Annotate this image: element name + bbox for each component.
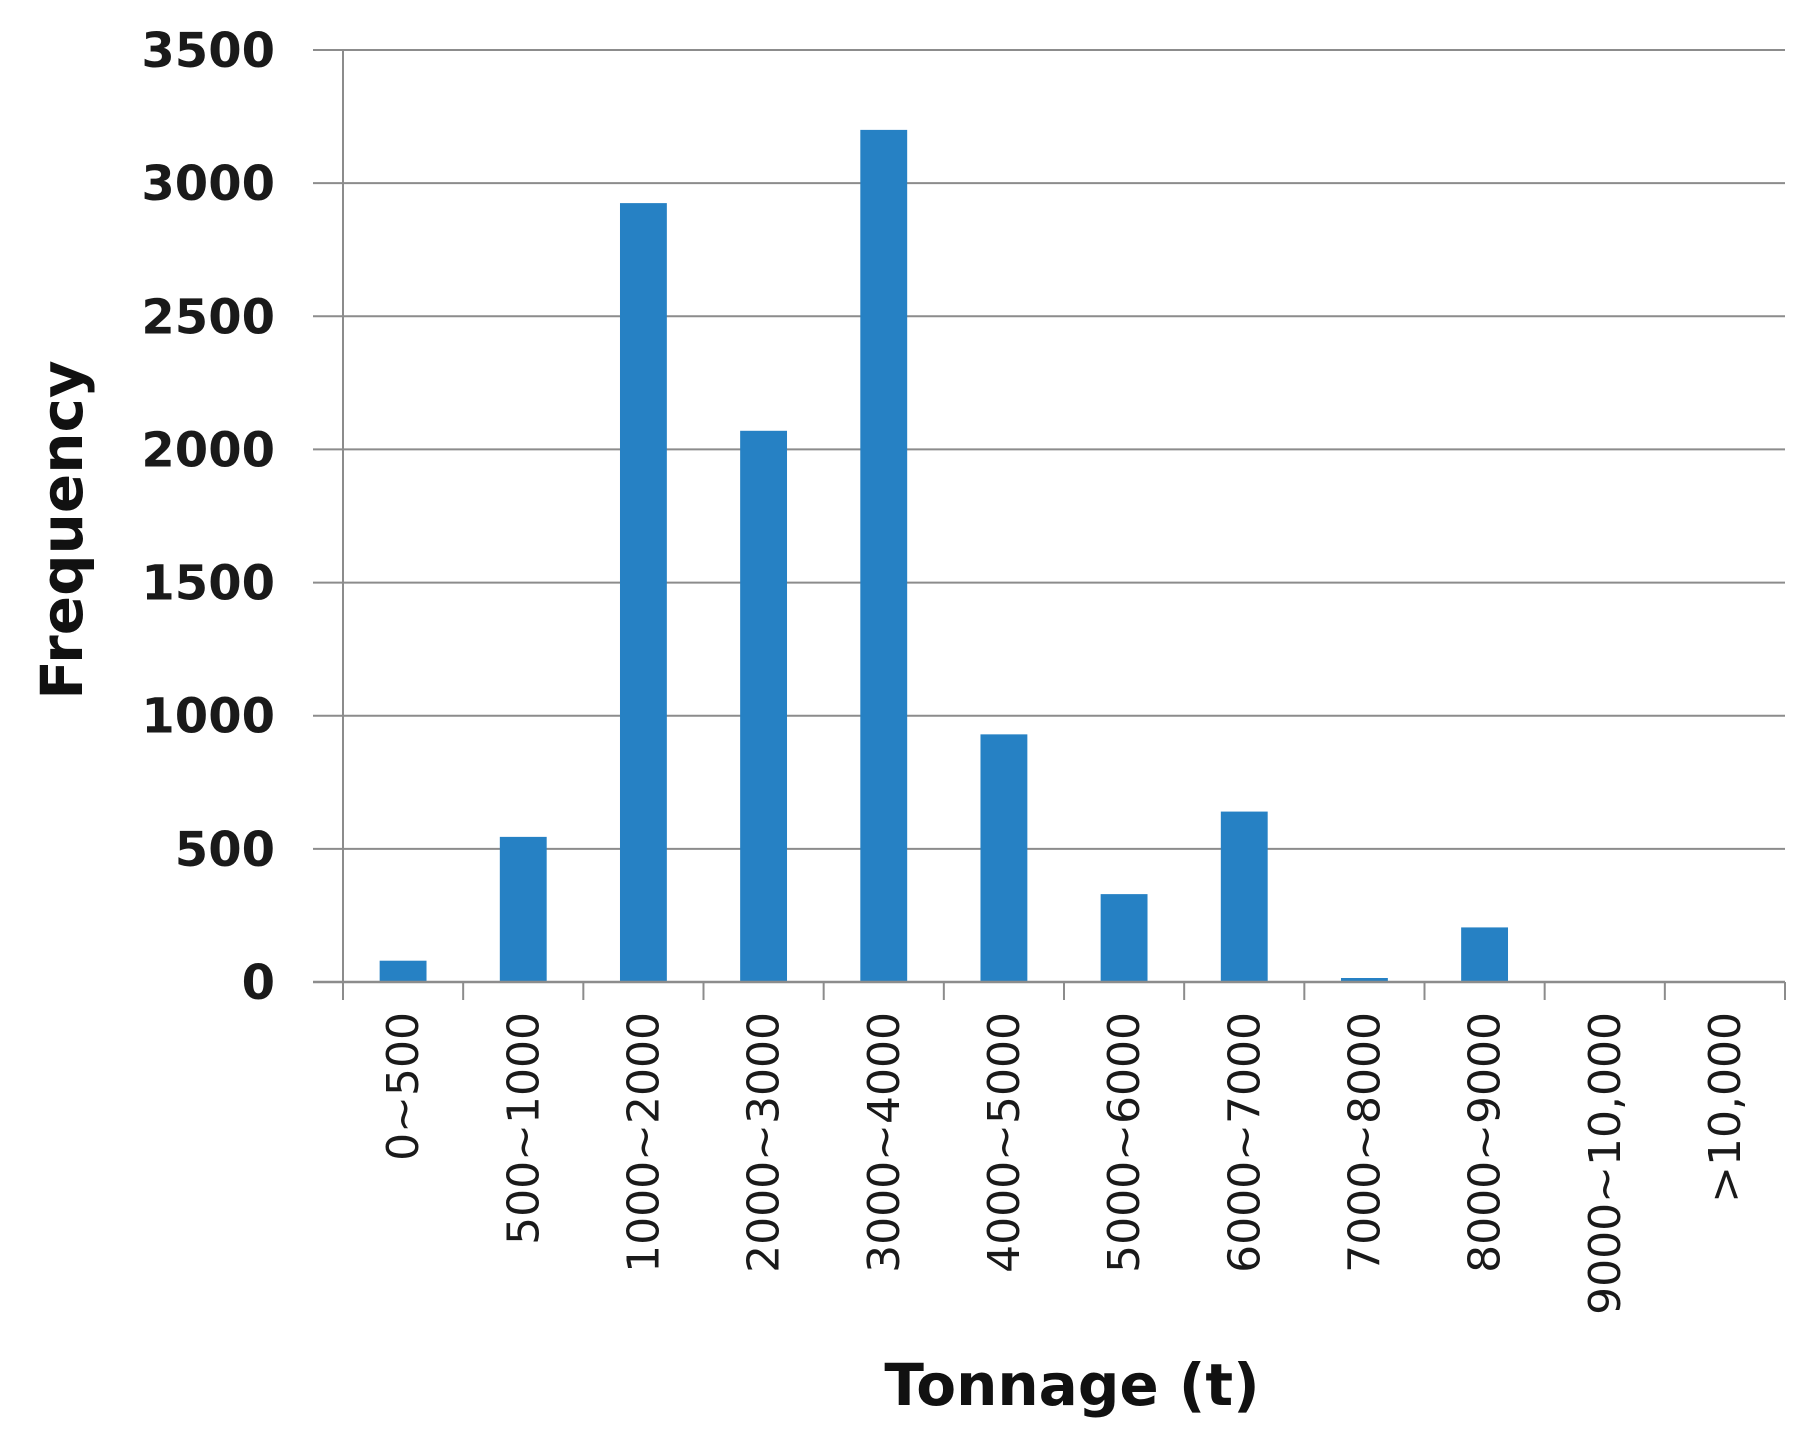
x-tick-label: 0~500 (378, 1012, 429, 1161)
axes (313, 50, 1786, 1000)
y-tick-label: 2500 (141, 289, 275, 345)
x-tick-label: 9000~10,000 (1580, 1012, 1631, 1315)
bar-10 (1461, 927, 1509, 982)
bar-9 (1340, 978, 1388, 982)
x-tick-label: >10,000 (1700, 1012, 1751, 1203)
bars (379, 129, 1509, 983)
bar-1 (379, 960, 427, 982)
x-tick-label: 6000~7000 (1219, 1012, 1270, 1273)
gridlines (313, 49, 1785, 850)
x-tick-label: 1000~2000 (618, 1012, 669, 1273)
x-tick-label: 4000~5000 (979, 1012, 1030, 1273)
y-tick-label: 500 (175, 822, 275, 878)
x-tick-labels: 0~500 500~1000 1000~2000 2000~3000 3000~4000… (378, 1012, 1751, 1315)
bar-2 (499, 836, 547, 982)
x-tick-label: 3000~4000 (859, 1012, 910, 1273)
y-tick-label: 3500 (141, 23, 275, 79)
x-axis-title: Tonnage (t) (884, 1351, 1259, 1419)
y-tick-label: 0 (242, 955, 275, 1011)
x-tick-label: 7000~8000 (1339, 1012, 1390, 1273)
x-tick-label: 8000~9000 (1460, 1012, 1511, 1273)
x-tick-label: 500~1000 (498, 1012, 549, 1245)
y-tick-label: 2000 (141, 422, 275, 478)
bar-6 (980, 734, 1028, 982)
x-tick-label: 2000~3000 (739, 1012, 790, 1273)
y-axis-title: Frequency (28, 360, 96, 699)
y-tick-label: 1500 (141, 556, 275, 612)
bar-4 (740, 430, 788, 982)
y-tick-label: 1000 (141, 689, 275, 745)
bar-8 (1220, 811, 1268, 982)
bar-3 (619, 203, 667, 983)
y-tick-label: 3000 (141, 156, 275, 212)
x-tick-label: 5000~6000 (1099, 1012, 1150, 1273)
bar-5 (860, 129, 908, 982)
bar-7 (1100, 894, 1148, 982)
y-tick-labels: 0 500 1000 1500 2000 2500 3000 3500 (141, 23, 275, 1011)
